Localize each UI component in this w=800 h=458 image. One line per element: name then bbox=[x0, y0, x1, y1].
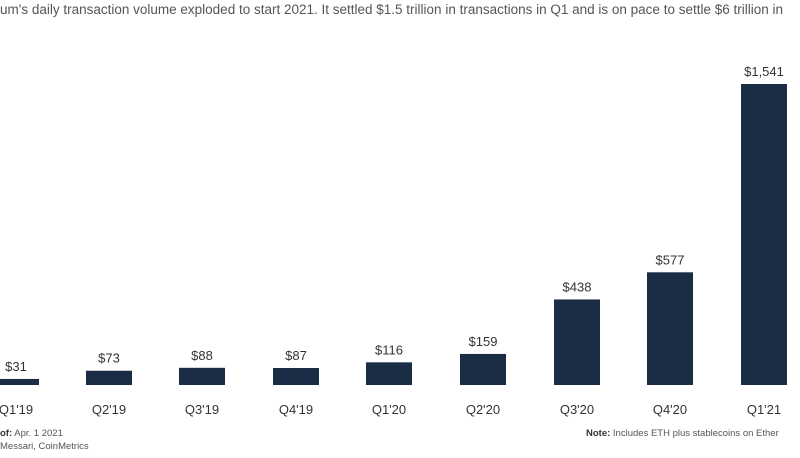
note-text: Includes ETH plus stablecoins on Ether bbox=[612, 428, 779, 439]
as-of-line: of: Apr. 1 2021 bbox=[0, 427, 89, 440]
category-label: Q4'20 bbox=[653, 402, 687, 417]
category-label: Q1'19 bbox=[0, 402, 33, 417]
bar-value-label: $31 bbox=[5, 359, 27, 374]
bar-Q2'19 bbox=[86, 370, 132, 385]
bar-value-label: $73 bbox=[98, 351, 120, 366]
sources-line: Messari, CoinMetrics bbox=[0, 441, 89, 452]
bar-Q3'19 bbox=[179, 367, 225, 385]
bar-value-label: $1,541 bbox=[744, 64, 784, 79]
bar-Q1'21 bbox=[741, 84, 787, 385]
chart-footer-note: Note: Includes ETH plus stablecoins on E… bbox=[586, 428, 779, 439]
bar-chart: $31 Q1'19 $73 Q2'19 $88 Q3'19 $87 Q4'19 $116 Q1'2… bbox=[0, 64, 787, 417]
category-label: Q3'20 bbox=[560, 402, 594, 417]
chart-footer-source: of: Apr. 1 2021 Messari, CoinMetrics bbox=[0, 427, 89, 453]
category-label: Q2'19 bbox=[92, 402, 126, 417]
bar-Q4'20 bbox=[647, 272, 693, 385]
category-label: Q1'21 bbox=[747, 402, 781, 417]
bar-value-label: $88 bbox=[191, 348, 213, 363]
category-label: Q2'20 bbox=[466, 402, 500, 417]
bar-value-label: $438 bbox=[563, 279, 592, 294]
category-label: Q1'20 bbox=[372, 402, 406, 417]
as-of-value: Apr. 1 2021 bbox=[14, 428, 63, 439]
category-label: Q3'19 bbox=[185, 402, 219, 417]
bar-Q1'20 bbox=[366, 362, 412, 385]
chart-subtitle: um's daily transaction volume exploded t… bbox=[0, 2, 784, 17]
bar-value-label: $577 bbox=[656, 252, 685, 267]
as-of-label: of: bbox=[0, 428, 13, 439]
bar-Q2'20 bbox=[460, 353, 506, 385]
bar-value-label: $116 bbox=[375, 342, 403, 357]
bar-Q3'20 bbox=[554, 299, 600, 385]
bar-Q1'19 bbox=[0, 378, 39, 385]
note-label: Note: bbox=[586, 428, 611, 439]
bar-Q4'19 bbox=[273, 368, 319, 385]
bar-value-label: $87 bbox=[285, 348, 307, 363]
category-label: Q4'19 bbox=[279, 402, 313, 417]
bar-value-label: $159 bbox=[469, 334, 498, 349]
